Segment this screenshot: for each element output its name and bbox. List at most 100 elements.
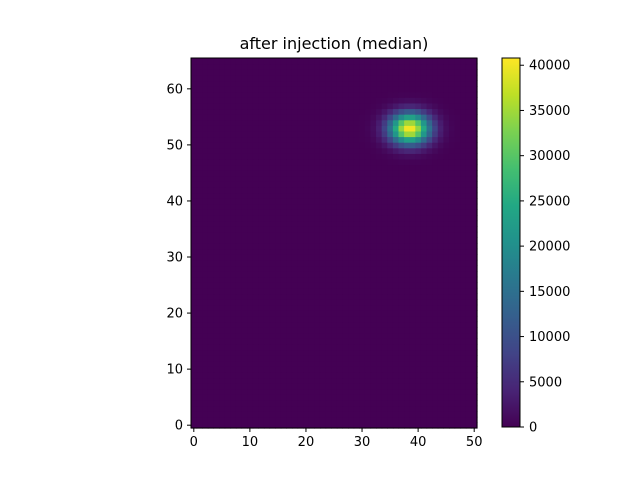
heatmap-cell <box>364 164 372 171</box>
heatmap-cell <box>230 186 237 194</box>
heatmap-cell <box>196 186 203 194</box>
heatmap-cell <box>241 164 248 171</box>
heatmap-cell <box>224 91 231 98</box>
heatmap-cell <box>437 248 444 255</box>
heatmap-cell <box>426 315 433 323</box>
heatmap-cell <box>252 58 259 65</box>
heatmap-cell <box>376 147 383 154</box>
heatmap-cell <box>325 203 332 210</box>
heatmap-cell <box>404 175 411 182</box>
heatmap-cell <box>331 287 338 295</box>
heatmap-cell <box>392 198 400 205</box>
heatmap-cell <box>230 220 237 227</box>
heatmap-cell <box>376 209 383 216</box>
heatmap-cell <box>230 147 237 154</box>
heatmap-cell <box>224 86 231 93</box>
heatmap-cell <box>258 74 265 82</box>
heatmap-cell <box>432 108 439 115</box>
heatmap-cell <box>269 58 276 65</box>
heatmap-cell <box>241 360 248 367</box>
heatmap-cell <box>258 80 265 87</box>
heatmap-cell <box>325 276 332 283</box>
heatmap-cell <box>398 349 405 356</box>
heatmap-cell <box>342 332 349 339</box>
heatmap-cell <box>336 192 344 199</box>
heatmap-cell <box>308 310 315 317</box>
heatmap-cell <box>314 366 321 373</box>
heatmap-cell <box>460 220 467 227</box>
y-tick-label: 30 <box>166 251 183 266</box>
heatmap-cell <box>454 315 461 323</box>
heatmap-cell <box>196 214 203 222</box>
heatmap-cell <box>336 349 344 356</box>
heatmap-cell <box>460 181 467 188</box>
heatmap-cell <box>398 293 405 300</box>
heatmap-cell <box>404 405 411 412</box>
heatmap-cell <box>443 170 450 177</box>
heatmap-cell <box>308 315 315 323</box>
heatmap-cell <box>471 343 478 351</box>
heatmap-cell <box>460 243 467 250</box>
heatmap-cell <box>202 243 209 250</box>
heatmap-cell <box>353 226 360 233</box>
heatmap-cell <box>207 186 215 194</box>
heatmap-cell <box>213 254 220 261</box>
heatmap-cell <box>426 158 433 166</box>
heatmap-cell <box>420 114 428 121</box>
heatmap-cell <box>235 209 243 216</box>
heatmap-cell <box>247 214 254 222</box>
heatmap-cell <box>471 243 478 250</box>
heatmap-cell <box>387 355 394 362</box>
heatmap-cell <box>219 405 226 412</box>
heatmap-cell <box>448 175 456 182</box>
heatmap-cell <box>336 175 344 182</box>
heatmap-cell <box>353 343 360 351</box>
heatmap-cell <box>437 147 444 154</box>
heatmap-cell <box>230 366 237 373</box>
heatmap-cell <box>230 231 237 238</box>
heatmap-cell <box>437 265 444 272</box>
heatmap-cell <box>376 383 383 390</box>
heatmap-cell <box>230 282 237 289</box>
heatmap-cell <box>280 366 287 373</box>
heatmap-cell <box>448 377 456 384</box>
heatmap-cell <box>280 142 287 149</box>
heatmap-cell <box>331 383 338 390</box>
heatmap-cell <box>275 86 282 93</box>
heatmap-cell <box>247 175 254 182</box>
heatmap-cell <box>230 237 237 244</box>
heatmap-cell <box>465 377 472 384</box>
heatmap-cell <box>426 276 433 283</box>
heatmap-cell <box>325 271 332 278</box>
heatmap-cell <box>196 175 203 182</box>
heatmap-cell <box>325 399 332 407</box>
heatmap-cell <box>247 203 254 210</box>
heatmap-cell <box>213 355 220 362</box>
heatmap-cell <box>325 243 332 250</box>
heatmap-cell <box>437 63 444 70</box>
heatmap-cell <box>348 130 355 138</box>
heatmap-cell <box>213 91 220 98</box>
heatmap-cell <box>353 58 360 65</box>
heatmap-cell <box>275 214 282 222</box>
heatmap-cell <box>415 158 422 166</box>
heatmap-cell <box>415 383 422 390</box>
heatmap-cell <box>263 243 271 250</box>
heatmap-cell <box>275 282 282 289</box>
heatmap-cell <box>196 366 203 373</box>
heatmap-cell <box>297 170 304 177</box>
heatmap-cell <box>202 282 209 289</box>
heatmap-cell <box>342 394 349 401</box>
heatmap-cell <box>370 332 377 339</box>
heatmap-cell <box>398 181 405 188</box>
heatmap-cell <box>420 299 428 306</box>
heatmap-cell <box>387 248 394 255</box>
heatmap-cell <box>308 243 315 250</box>
heatmap-cell <box>376 186 383 194</box>
heatmap-cell <box>258 271 265 278</box>
heatmap-cell <box>219 422 226 429</box>
heatmap-cell <box>258 360 265 367</box>
heatmap-cell <box>308 220 315 227</box>
heatmap-cell <box>387 383 394 390</box>
heatmap-cell <box>230 259 237 267</box>
